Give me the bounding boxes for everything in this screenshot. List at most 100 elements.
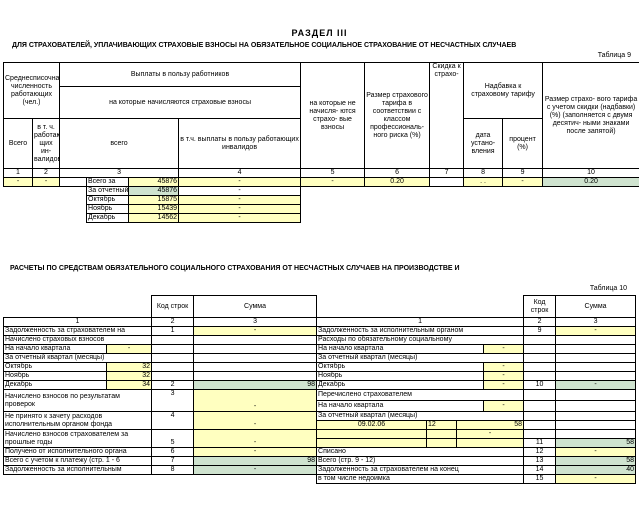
- spacer: [4, 187, 87, 196]
- payment-number[interactable]: [426, 429, 458, 439]
- cell-disabled[interactable]: -: [31, 177, 61, 187]
- cell-disabled-pay[interactable]: -: [178, 177, 302, 187]
- row-extra[interactable]: 32: [105, 371, 153, 381]
- cell-rate-adjusted: 0.20: [542, 177, 639, 187]
- row-extra[interactable]: -: [483, 380, 525, 390]
- row-code: 4: [151, 411, 195, 430]
- row-label: Декабрь: [3, 380, 107, 390]
- col-num: 9: [502, 168, 544, 178]
- row-sum[interactable]: -: [193, 447, 318, 457]
- row-label: Списано: [316, 447, 525, 457]
- col-num: 3: [193, 317, 318, 327]
- payment-amount[interactable]: 58: [456, 420, 525, 430]
- row-extra[interactable]: -: [105, 344, 153, 354]
- spacer: [4, 196, 87, 205]
- spacer: [316, 295, 524, 318]
- cell-all[interactable]: 14562: [128, 213, 180, 223]
- header-all: всего: [59, 118, 180, 169]
- row-extra[interactable]: -: [483, 344, 525, 354]
- header-incl-disabled-pay: в т.ч. выплаты в пользу работающих инвал…: [178, 118, 302, 169]
- row-sum: -: [193, 465, 318, 475]
- row-sum[interactable]: -: [193, 326, 318, 336]
- row-code: 5: [151, 429, 195, 448]
- payment-number[interactable]: 12: [426, 420, 458, 430]
- cell-all[interactable]: 15439: [128, 204, 180, 214]
- row-label: Всего с учетом к платежу (стр. 1 - 6: [2, 456, 153, 466]
- row-label: Не принято к зачету расходов исполнитель…: [2, 411, 153, 430]
- header-incl-disabled: в т. ч. работаю щих ин- валидов: [31, 118, 61, 169]
- col-num: 1: [316, 317, 525, 327]
- row-label: Начислено взносов страхователем за прошл…: [2, 429, 153, 448]
- row-label: Задолженность за исполнительным органом: [316, 326, 525, 336]
- row-label: Задолженность за страхователем на конец: [316, 465, 525, 475]
- payment-amount[interactable]: [456, 438, 525, 448]
- cell-rate[interactable]: 0.20: [364, 177, 431, 187]
- row-label: Задолженность за исполнительным: [2, 465, 153, 475]
- row-sum[interactable]: -: [193, 389, 318, 412]
- table-10: Код строк Сумма Код строк Сумма 1 2 3 1 …: [2, 295, 637, 484]
- header-surcharge: Надбавка к страховому тарифу: [463, 62, 544, 119]
- row-label: Начислено взносов по результатам проверо…: [2, 389, 153, 412]
- section-subtitle: ДЛЯ СТРАХОВАТЕЛЕЙ, УПЛАЧИВАЮЩИХ СТРАХОВЫ…: [12, 42, 517, 49]
- row-label: За отчетный: [86, 186, 130, 196]
- row-sum[interactable]: -: [555, 474, 637, 484]
- row-extra[interactable]: -: [483, 371, 525, 381]
- spacer: [3, 474, 318, 484]
- row-label: Ноябрь: [86, 204, 130, 214]
- row-extra[interactable]: -: [483, 362, 525, 372]
- row-label: Декабрь: [86, 213, 130, 223]
- row-label: За отчетный квартал (месяцы): [316, 353, 525, 363]
- section-title: РАЗДЕЛ III: [291, 28, 348, 38]
- row-sum[interactable]: -: [555, 326, 637, 336]
- cell-all[interactable]: 45876: [128, 177, 180, 187]
- row-code: 10: [523, 380, 557, 390]
- cell-disabled-pay: -: [178, 186, 302, 196]
- row-code: 14: [523, 465, 557, 475]
- col-num: 8: [463, 168, 504, 178]
- cell-disabled-pay[interactable]: -: [178, 213, 302, 223]
- cell-date-set[interactable]: . .: [463, 177, 504, 187]
- payment-number[interactable]: [426, 438, 458, 448]
- row-code: 1: [151, 326, 195, 336]
- col-num: 2: [523, 317, 557, 327]
- cell-total[interactable]: -: [3, 177, 33, 187]
- spacer: [4, 214, 87, 223]
- row-code: 7: [151, 456, 195, 466]
- row-extra[interactable]: 34: [105, 380, 153, 390]
- row-label: За отчетный квартал (месяцы): [2, 353, 153, 363]
- cell-discount[interactable]: [429, 177, 465, 187]
- row-label: Ноябрь: [3, 371, 107, 381]
- header-charged: на которые начисляются страховые взносы: [59, 86, 302, 119]
- cell-all: 45876: [128, 186, 180, 196]
- header-payments: Выплаты в пользу работников: [59, 62, 302, 87]
- cell-disabled-pay[interactable]: -: [178, 204, 302, 214]
- payment-date[interactable]: [316, 438, 428, 448]
- payment-amount[interactable]: -: [456, 429, 525, 439]
- payment-date[interactable]: 09.02.06: [316, 420, 428, 430]
- row-code: 11: [523, 438, 557, 448]
- row-sum[interactable]: -: [555, 447, 637, 457]
- cell-not-charged[interactable]: -: [300, 177, 366, 187]
- header-rate-adjusted: Размер страхо- вого тарифа с учетом скид…: [542, 62, 639, 169]
- table10-label: Таблица 10: [589, 285, 627, 292]
- row-label: Ноябрь: [316, 371, 485, 381]
- spacer: [301, 196, 639, 205]
- row-sum: 58: [555, 456, 637, 466]
- row-label: На начало квартала: [316, 400, 485, 412]
- row-code: 12: [523, 447, 557, 457]
- cell-percent[interactable]: -: [502, 177, 544, 187]
- row-extra[interactable]: -: [483, 400, 525, 412]
- row-sum[interactable]: -: [193, 429, 318, 448]
- header-avg-count: Среднесписочная численность работающих (…: [2, 62, 61, 119]
- header-sum-right: Сумма: [555, 295, 637, 318]
- row-label: Октябрь: [86, 195, 130, 205]
- row-extra[interactable]: 32: [105, 362, 153, 372]
- row-label: Всего за: [86, 177, 130, 187]
- row-sum[interactable]: -: [193, 411, 318, 430]
- header-rate: Размер страхового тарифа в соответствии …: [364, 62, 431, 169]
- payment-date[interactable]: [316, 429, 428, 439]
- table9-label: Таблица 9: [597, 52, 631, 59]
- col-num: 3: [59, 168, 180, 178]
- cell-all[interactable]: 15875: [128, 195, 180, 205]
- cell-disabled-pay[interactable]: -: [178, 195, 302, 205]
